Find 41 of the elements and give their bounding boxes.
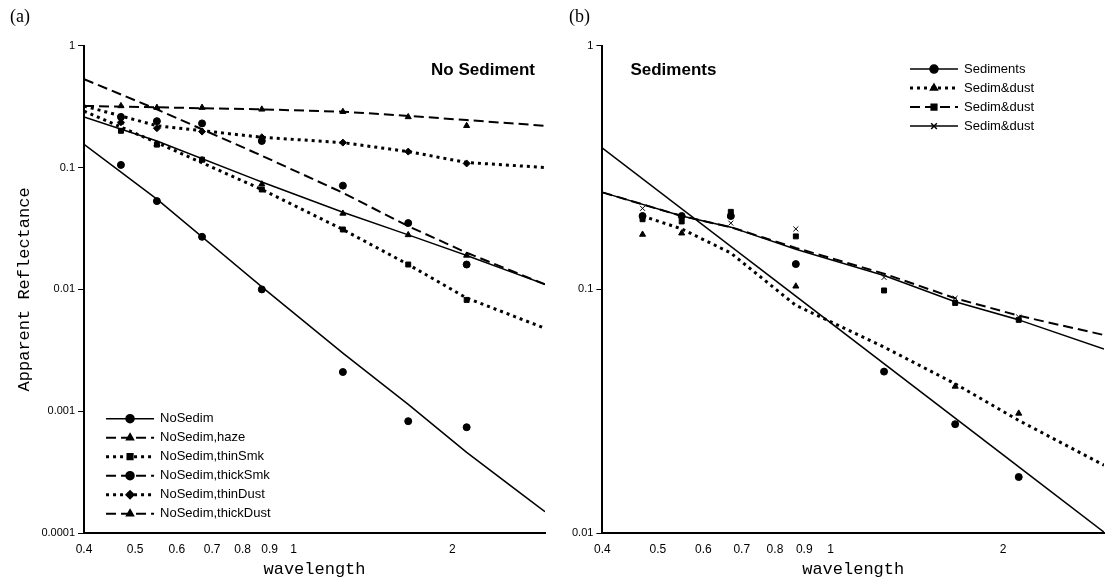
annotation: No Sediment <box>431 60 536 80</box>
x-tick-label: 2 <box>999 541 1007 556</box>
chart-title: (b) <box>569 5 590 27</box>
legend-label: NoSedim,thickDust <box>160 505 271 521</box>
x-tick-label: 0.6 <box>695 541 713 556</box>
x-tick-label: 0.5 <box>649 541 667 556</box>
x-tick-label: 2 <box>448 541 456 556</box>
legend-label: Sedim&dust <box>964 79 1035 95</box>
x-tick-label: 0.4 <box>75 541 93 556</box>
y-tick-label: 0.0001 <box>41 526 76 539</box>
legend-label: Sedim&dust <box>964 98 1035 114</box>
y-tick-label: 0.001 <box>47 404 76 417</box>
legend-label: NoSedim,thickSmk <box>160 467 271 483</box>
y-tick-label: 0.01 <box>53 282 76 295</box>
x-tick-label: 0.8 <box>234 541 252 556</box>
x-axis-title: wavelength <box>263 560 366 580</box>
y-tick-label: 0.01 <box>571 526 594 539</box>
chart-title: (a) <box>10 5 30 27</box>
x-tick-label: 0.8 <box>766 541 784 556</box>
x-axis-title: wavelength <box>802 560 905 580</box>
x-tick-label: 1 <box>827 541 835 556</box>
annotation: Sediments <box>630 60 717 80</box>
legend-label: Sediments <box>964 60 1026 76</box>
y-tick-label: 0.1 <box>578 282 594 295</box>
x-tick-label: 0.7 <box>733 541 751 556</box>
y-tick-label: 1 <box>68 38 76 51</box>
x-tick-label: 1 <box>290 541 298 556</box>
legend-label: Sedim&dust <box>964 117 1035 133</box>
y-tick-label: 0.1 <box>59 160 76 173</box>
y-axis-title: Apparent Reflectance <box>14 187 34 392</box>
x-tick-label: 0.5 <box>126 541 144 556</box>
legend-label: NoSedim <box>160 410 214 426</box>
x-tick-label: 0.9 <box>795 541 813 556</box>
x-tick-label: 0.9 <box>261 541 279 556</box>
legend-label: NoSedim,thinDust <box>160 486 266 502</box>
x-tick-label: 0.4 <box>594 541 612 556</box>
y-tick-label: 1 <box>587 38 594 51</box>
x-tick-label: 0.6 <box>168 541 186 556</box>
legend-label: NoSedim,haze <box>160 429 246 445</box>
legend-label: NoSedim,thinSmk <box>160 448 265 464</box>
x-tick-label: 0.7 <box>203 541 221 556</box>
